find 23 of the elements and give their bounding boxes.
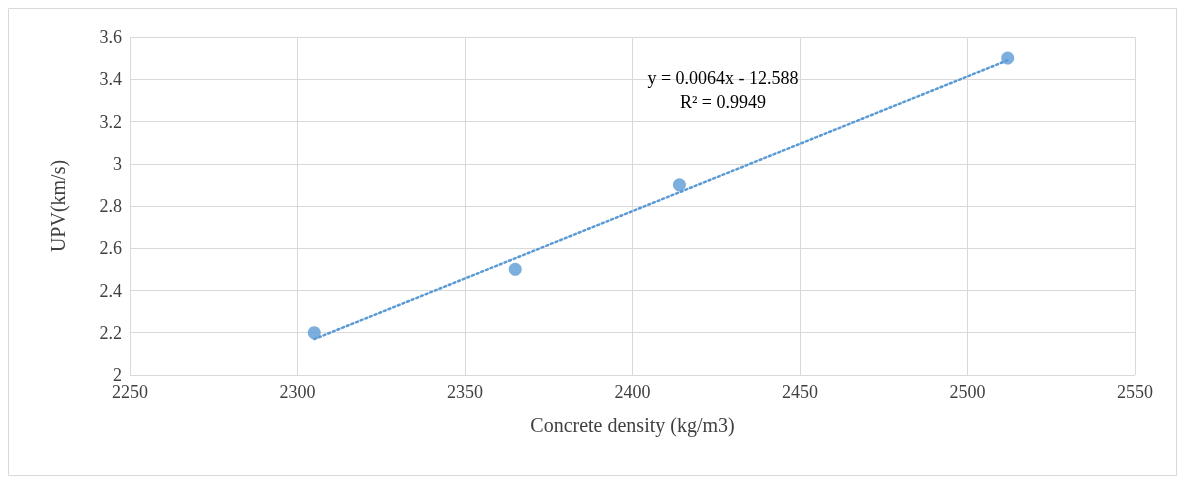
x-tick-label: 2550 [1117,382,1153,402]
x-tick-label: 2250 [112,382,148,402]
point [508,262,522,276]
y-tick-label: 3.4 [99,69,122,90]
y-axis-title: UPV(km/s) [47,159,70,253]
x-tick-label: 2350 [447,382,483,402]
y-tick-label: 2.8 [99,196,122,216]
x-tick-label: 2450 [782,382,818,402]
y-tick-label: 3.2 [99,111,122,132]
y-tick-label: 3 [113,153,122,174]
y-tick-label: 2 [113,365,122,385]
y-tick-label: 2.2 [99,322,122,343]
point [672,178,686,192]
y-tick-label: 2.4 [99,280,122,301]
x-tick-label: 2400 [614,382,651,402]
x-tick-label: 2300 [279,382,316,402]
point [307,326,321,340]
x-axis-title: Concrete density (kg/m3) [530,414,735,437]
annotation: y = 0.0064x - 12.588 R² = 0.9949 [647,68,799,112]
point [1001,51,1015,65]
y-tick-label: 2.6 [99,238,122,259]
y-tick-label: 3.6 [99,27,122,47]
x-tick-label: 2500 [949,382,986,402]
